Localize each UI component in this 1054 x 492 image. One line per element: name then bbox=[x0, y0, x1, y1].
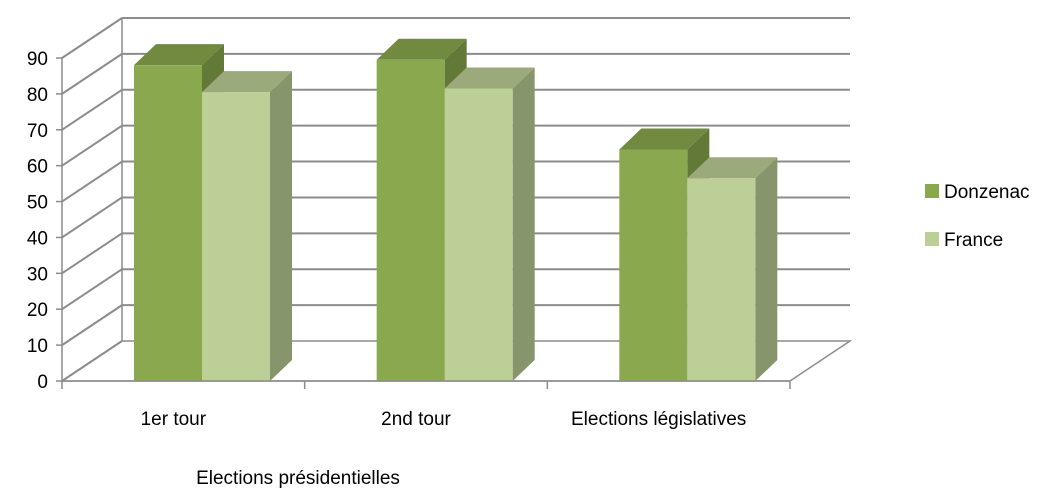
y-tick-label: 70 bbox=[27, 121, 48, 142]
legend-label: France bbox=[944, 230, 1003, 251]
legend-item: France bbox=[925, 230, 1003, 251]
bars bbox=[134, 38, 778, 382]
x-tick-label: 2nd tour bbox=[381, 409, 451, 430]
y-axis: 0 10 20 30 40 50 60 70 80 90 bbox=[27, 49, 48, 393]
bar-france bbox=[444, 67, 535, 381]
legend-swatch bbox=[925, 232, 939, 246]
y-tick-label: 10 bbox=[27, 336, 48, 357]
x-axis: 1er tour 2nd tour Elections législatives El… bbox=[61, 380, 791, 489]
legend-swatch bbox=[925, 184, 939, 198]
bar-france bbox=[202, 71, 292, 381]
bar-france bbox=[687, 157, 778, 381]
y-tick-label: 90 bbox=[27, 49, 48, 70]
y-tick-label: 50 bbox=[27, 193, 48, 214]
bar-group bbox=[376, 38, 535, 382]
bar-group bbox=[134, 44, 292, 382]
legend: Donzenac France bbox=[925, 182, 1030, 251]
bar-group bbox=[619, 128, 778, 381]
x-tick-label: Elections législatives bbox=[571, 409, 746, 430]
legend-item: Donzenac bbox=[925, 182, 1030, 203]
gridline bbox=[56, 52, 850, 95]
y-tick-label: 0 bbox=[37, 372, 48, 393]
y-tick-label: 30 bbox=[27, 264, 48, 285]
x-tick-label: 1er tour bbox=[141, 409, 207, 430]
y-tick-label: 80 bbox=[27, 85, 48, 106]
y-tick-label: 20 bbox=[27, 300, 48, 321]
y-tick-label: 60 bbox=[27, 157, 48, 178]
gridline bbox=[56, 17, 850, 59]
y-tick-label: 40 bbox=[27, 228, 48, 249]
legend-label: Donzenac bbox=[944, 182, 1030, 203]
gridline bbox=[56, 340, 123, 382]
group-label: Elections présidentielles bbox=[196, 468, 400, 489]
